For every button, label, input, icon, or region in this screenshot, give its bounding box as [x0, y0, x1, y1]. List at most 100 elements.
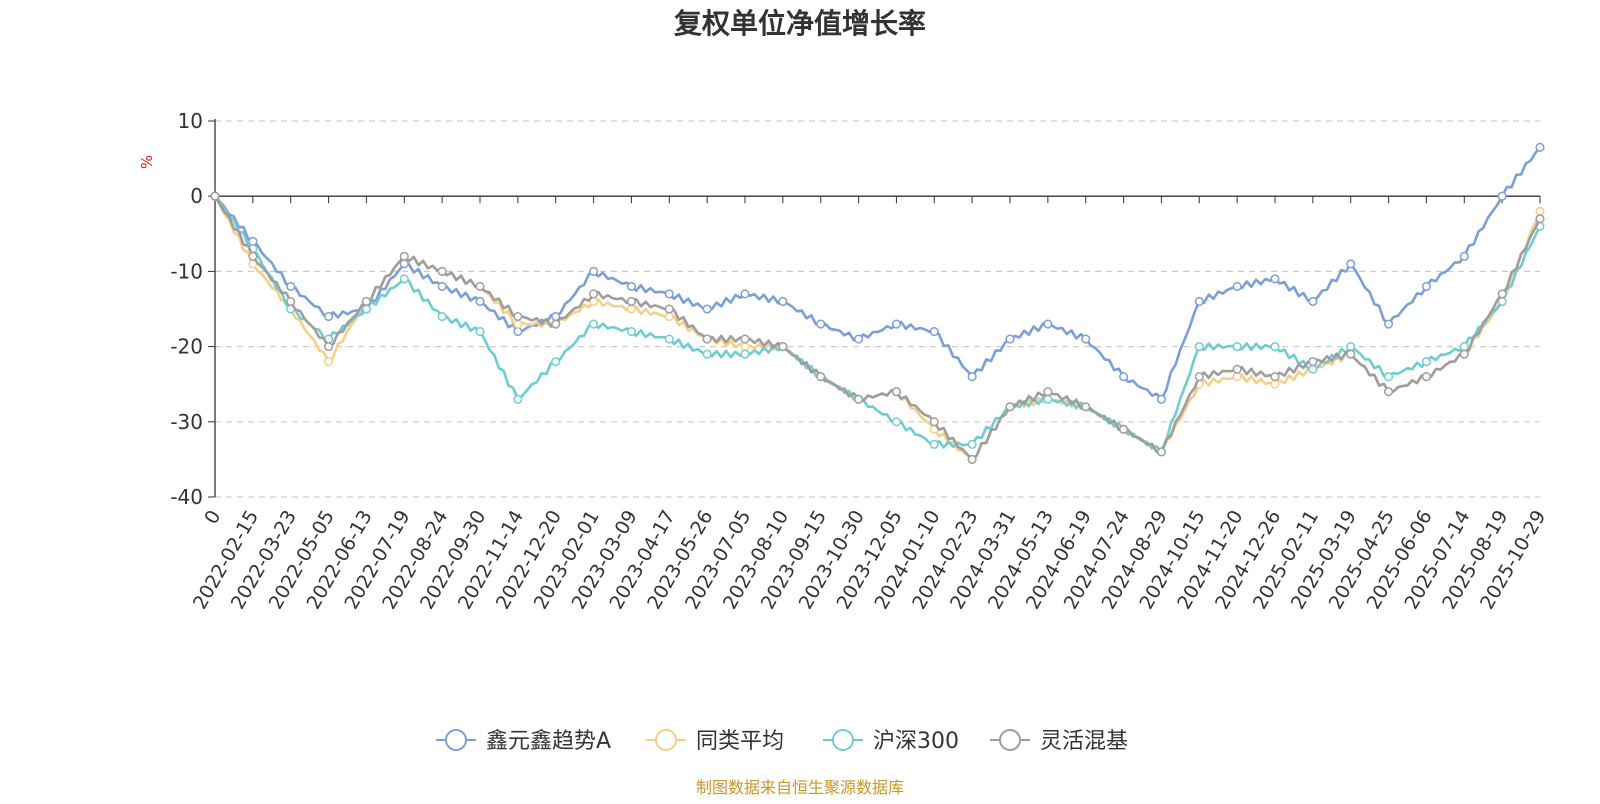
gridlines	[215, 120, 1540, 498]
legend-item[interactable]: 同类平均	[646, 729, 784, 754]
data-point	[1194, 342, 1204, 352]
data-point	[1497, 191, 1507, 201]
data-point	[1232, 342, 1242, 352]
data-point	[778, 342, 788, 352]
legend-marker-icon	[445, 729, 467, 751]
data-point	[1421, 372, 1431, 382]
data-point	[626, 327, 636, 337]
data-point	[1194, 372, 1204, 382]
data-point	[740, 349, 750, 359]
data-point	[513, 327, 523, 337]
data-point	[891, 319, 901, 329]
legend-marker-icon	[832, 729, 854, 751]
data-point	[702, 349, 712, 359]
data-point	[1270, 274, 1280, 284]
data-point	[929, 439, 939, 449]
data-point	[1308, 364, 1318, 374]
data-point	[551, 319, 561, 329]
data-point	[1081, 334, 1091, 344]
data-point	[1384, 387, 1394, 397]
data-point	[1119, 372, 1129, 382]
data-point	[740, 342, 750, 352]
data-point	[361, 304, 371, 314]
data-point	[1043, 319, 1053, 329]
data-point	[1346, 342, 1356, 352]
data-point	[1043, 387, 1053, 397]
data-point	[437, 281, 447, 291]
data-point	[664, 304, 674, 314]
data-point	[361, 296, 371, 307]
y-axis-unit-label: %	[138, 155, 156, 169]
data-point	[891, 387, 901, 397]
legend-label: 鑫元鑫趋势A	[486, 729, 611, 754]
data-point	[324, 311, 334, 322]
data-point	[1232, 281, 1242, 291]
legend-label: 灵活混基	[1040, 729, 1128, 754]
data-point	[1535, 206, 1545, 216]
axes: 100-10-20-30-4002022-02-152022-03-232022…	[170, 109, 1550, 613]
legend-label: 同类平均	[696, 729, 784, 754]
data-point	[664, 289, 674, 299]
legend-item[interactable]: 灵活混基	[990, 729, 1128, 754]
data-point	[854, 334, 864, 344]
data-point	[626, 281, 636, 291]
data-point	[778, 296, 788, 307]
series-lines	[210, 142, 1545, 464]
data-point	[740, 334, 750, 344]
y-tick-label: -10	[170, 259, 203, 283]
legend-item[interactable]: 鑫元鑫趋势A	[436, 729, 611, 754]
legend-item[interactable]: 沪深300	[823, 729, 959, 754]
chart-title: 复权单位净值增长率	[674, 7, 926, 40]
data-point	[1421, 357, 1431, 367]
data-point	[1194, 296, 1204, 307]
series-line	[213, 195, 1542, 454]
data-point	[399, 251, 409, 261]
data-point	[1081, 402, 1091, 412]
data-point	[1535, 142, 1545, 152]
data-point	[475, 281, 485, 291]
data-point	[967, 439, 977, 449]
data-point	[1156, 394, 1166, 404]
data-point	[248, 236, 258, 246]
data-point	[1270, 342, 1280, 352]
data-point	[740, 289, 750, 299]
data-point	[475, 327, 485, 337]
y-tick-label: 10	[178, 109, 203, 133]
data-point	[286, 296, 296, 307]
data-point	[475, 296, 485, 307]
data-point	[1535, 214, 1545, 224]
data-point	[702, 334, 712, 344]
data-point	[626, 296, 636, 307]
data-point	[286, 281, 296, 291]
data-point	[437, 311, 447, 322]
legend-marker-icon	[999, 729, 1021, 751]
data-point	[891, 417, 901, 427]
data-point	[816, 372, 826, 382]
data-point	[1346, 259, 1356, 269]
data-point	[248, 251, 258, 261]
y-tick-label: -40	[170, 485, 203, 509]
data-point	[1421, 281, 1431, 291]
data-point	[1232, 372, 1242, 382]
series-3	[210, 191, 1545, 464]
series-2	[210, 191, 1545, 457]
legend: 鑫元鑫趋势A 同类平均 沪深300 灵活混基	[436, 729, 1128, 754]
data-point	[1308, 296, 1318, 307]
data-point	[626, 304, 636, 314]
data-point	[1459, 349, 1469, 359]
series-line	[214, 146, 1542, 401]
data-point	[437, 266, 447, 276]
series-line	[213, 195, 1542, 461]
data-point	[551, 357, 561, 367]
data-point	[1156, 447, 1166, 457]
data-point	[324, 342, 334, 352]
legend-marker-icon	[655, 729, 677, 751]
data-point	[1005, 402, 1015, 412]
data-point	[1384, 372, 1394, 382]
series-1	[210, 191, 1545, 464]
data-point	[702, 304, 712, 314]
y-tick-label: -30	[170, 410, 203, 434]
data-point	[854, 394, 864, 404]
data-point	[513, 319, 523, 329]
